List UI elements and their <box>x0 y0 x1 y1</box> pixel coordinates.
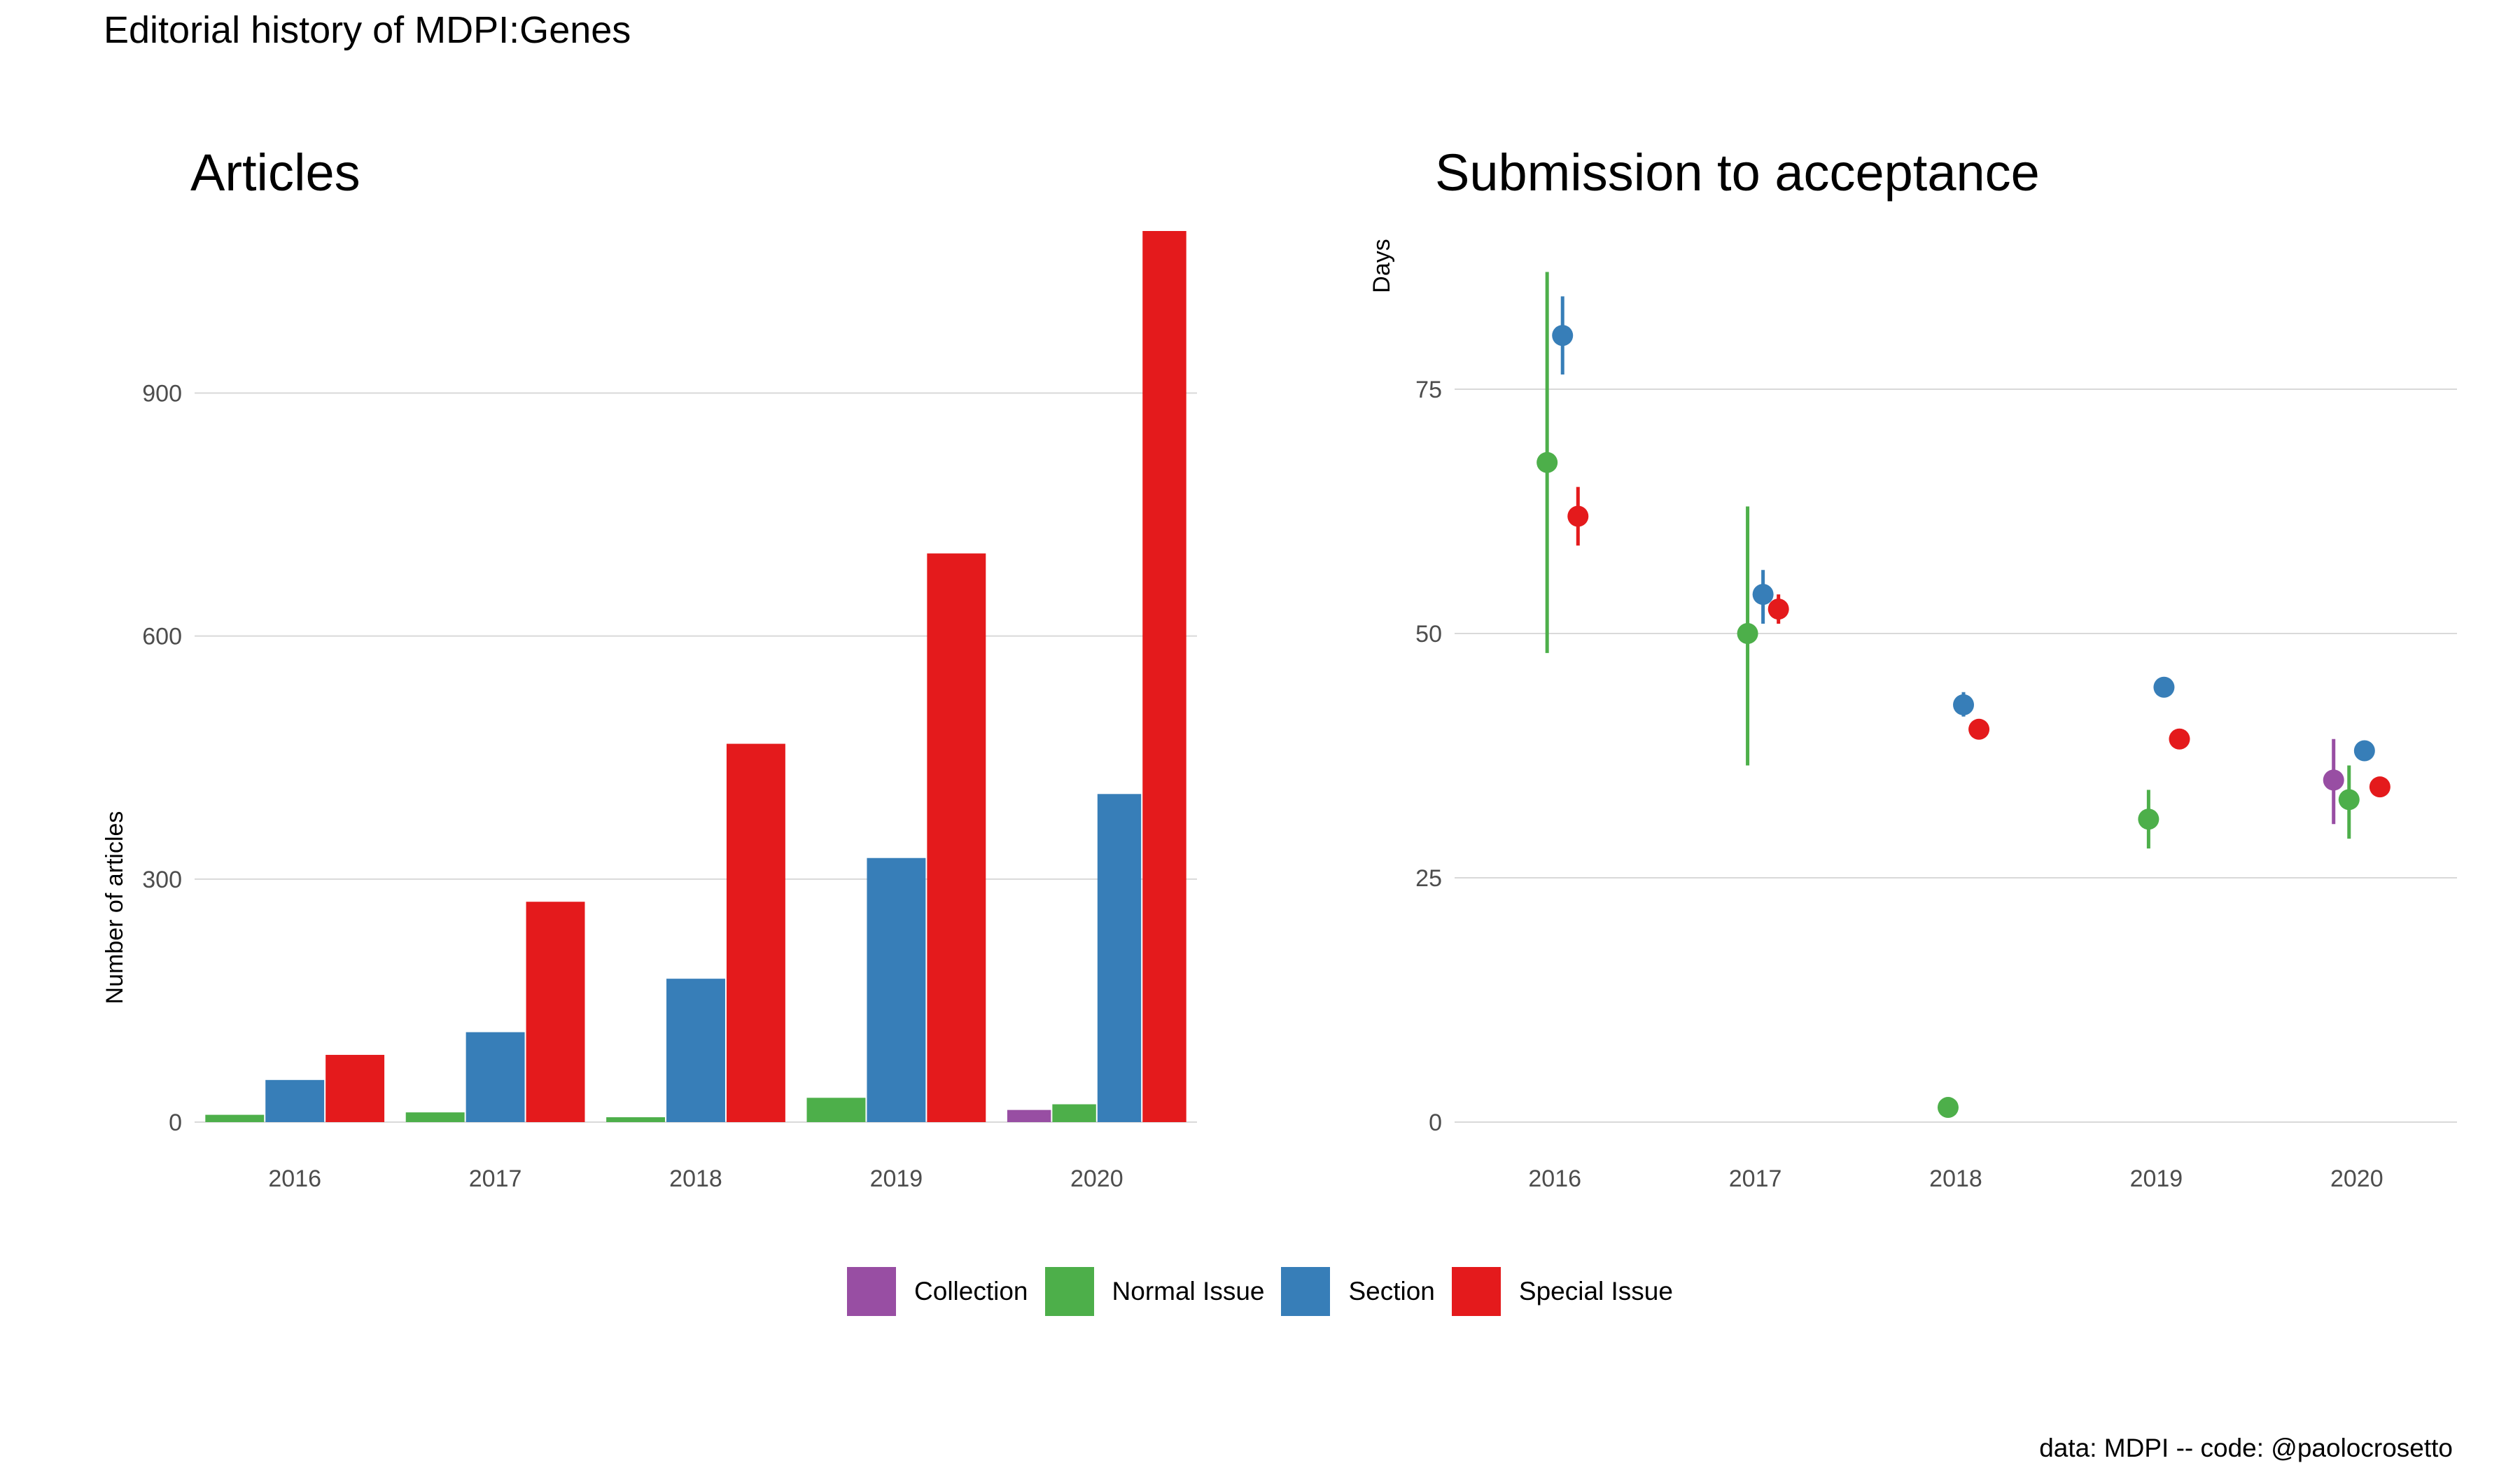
y-tick-label: 0 <box>169 1110 182 1136</box>
y-tick-label: 50 <box>1415 621 1442 648</box>
bar-special-issue-2018 <box>726 743 785 1122</box>
point-special-issue-2020 <box>2369 776 2390 798</box>
bar-special-issue-2020 <box>1142 231 1186 1122</box>
point-section-2016 <box>1552 325 1574 346</box>
y-tick-label: 300 <box>142 867 182 893</box>
legend-label: Normal Issue <box>1112 1277 1265 1306</box>
acceptance-dot-chart: Submission to acceptance Days 0 25 50 75 2016 2… <box>1368 144 2457 1192</box>
bar-special-issue-2016 <box>326 1054 385 1122</box>
bar-section-2017 <box>465 1032 525 1122</box>
x-tick-label: 2019 <box>870 1166 923 1192</box>
x-tick-label: 2019 <box>2130 1166 2183 1192</box>
legend-swatch <box>1281 1267 1331 1316</box>
x-tick-label: 2020 <box>2330 1166 2384 1192</box>
bar-special-issue-2019 <box>927 553 986 1122</box>
bar-section-2019 <box>867 858 926 1122</box>
point-collection-2020 <box>2323 769 2344 791</box>
point-section-2017 <box>1752 584 1774 606</box>
y-tick-label: 900 <box>142 380 182 407</box>
point-special-issue-2019 <box>2169 728 2190 750</box>
x-tick-label: 2016 <box>268 1166 321 1192</box>
point-special-issue-2018 <box>1968 718 1990 740</box>
legend-swatch <box>1451 1267 1501 1316</box>
bar-special-issue-2017 <box>526 902 585 1122</box>
x-tick-label: 2017 <box>469 1166 522 1192</box>
legend-item-section: Section <box>1281 1267 1435 1316</box>
articles-title: Articles <box>190 144 360 202</box>
bar-section-2016 <box>265 1079 325 1122</box>
point-normal-issue-2019 <box>2138 808 2160 830</box>
point-normal-issue-2020 <box>2338 789 2360 811</box>
legend-item-normal-issue: Normal Issue <box>1044 1267 1265 1316</box>
point-section-2020 <box>2353 740 2375 762</box>
point-normal-issue-2016 <box>1536 451 1558 473</box>
legend: Collection Normal Issue Section Special Iss… <box>0 1267 2520 1316</box>
point-special-issue-2017 <box>1768 598 1789 620</box>
bar-normal-issue-2020 <box>1052 1104 1096 1122</box>
bar-normal-issue-2018 <box>606 1117 666 1122</box>
legend-item-special-issue: Special Issue <box>1451 1267 1673 1316</box>
y-tick-label: 600 <box>142 624 182 650</box>
acceptance-title: Submission to acceptance <box>1435 144 2040 202</box>
bar-collection-2020 <box>1007 1110 1051 1122</box>
acceptance-y-axis-label: Days <box>1368 239 1395 293</box>
bar-section-2020 <box>1097 794 1142 1122</box>
legend-swatch <box>1044 1267 1094 1316</box>
legend-label: Special Issue <box>1518 1277 1673 1306</box>
x-tick-label: 2017 <box>1729 1166 1782 1192</box>
articles-bar-chart: Articles Number of articles 0 300 600 900 2016… <box>102 144 1197 1192</box>
legend-label: Collection <box>914 1277 1028 1306</box>
legend-item-collection: Collection <box>847 1267 1028 1316</box>
point-section-2019 <box>2153 676 2175 698</box>
point-normal-issue-2018 <box>1937 1097 1959 1119</box>
bar-normal-issue-2019 <box>806 1098 866 1122</box>
y-tick-label: 25 <box>1415 865 1442 892</box>
y-tick-label: 75 <box>1415 377 1442 403</box>
x-tick-label: 2020 <box>1070 1166 1124 1192</box>
bar-normal-issue-2016 <box>205 1114 265 1122</box>
point-section-2018 <box>1953 694 1975 715</box>
legend-swatch <box>847 1267 897 1316</box>
x-tick-label: 2018 <box>669 1166 722 1192</box>
figure-caption: data: MDPI -- code: @paolocrosetto <box>2039 1434 2453 1462</box>
point-normal-issue-2017 <box>1737 623 1758 644</box>
legend-label: Section <box>1348 1277 1435 1306</box>
x-tick-label: 2016 <box>1528 1166 1581 1192</box>
x-tick-label: 2018 <box>1929 1166 1982 1192</box>
bar-section-2018 <box>666 979 725 1122</box>
bar-normal-issue-2017 <box>405 1112 465 1122</box>
y-tick-label: 0 <box>1429 1110 1442 1136</box>
point-special-issue-2016 <box>1567 505 1589 527</box>
articles-y-axis-label: Number of articles <box>102 811 128 1004</box>
figure-title: Editorial history of MDPI:Genes <box>104 9 631 51</box>
